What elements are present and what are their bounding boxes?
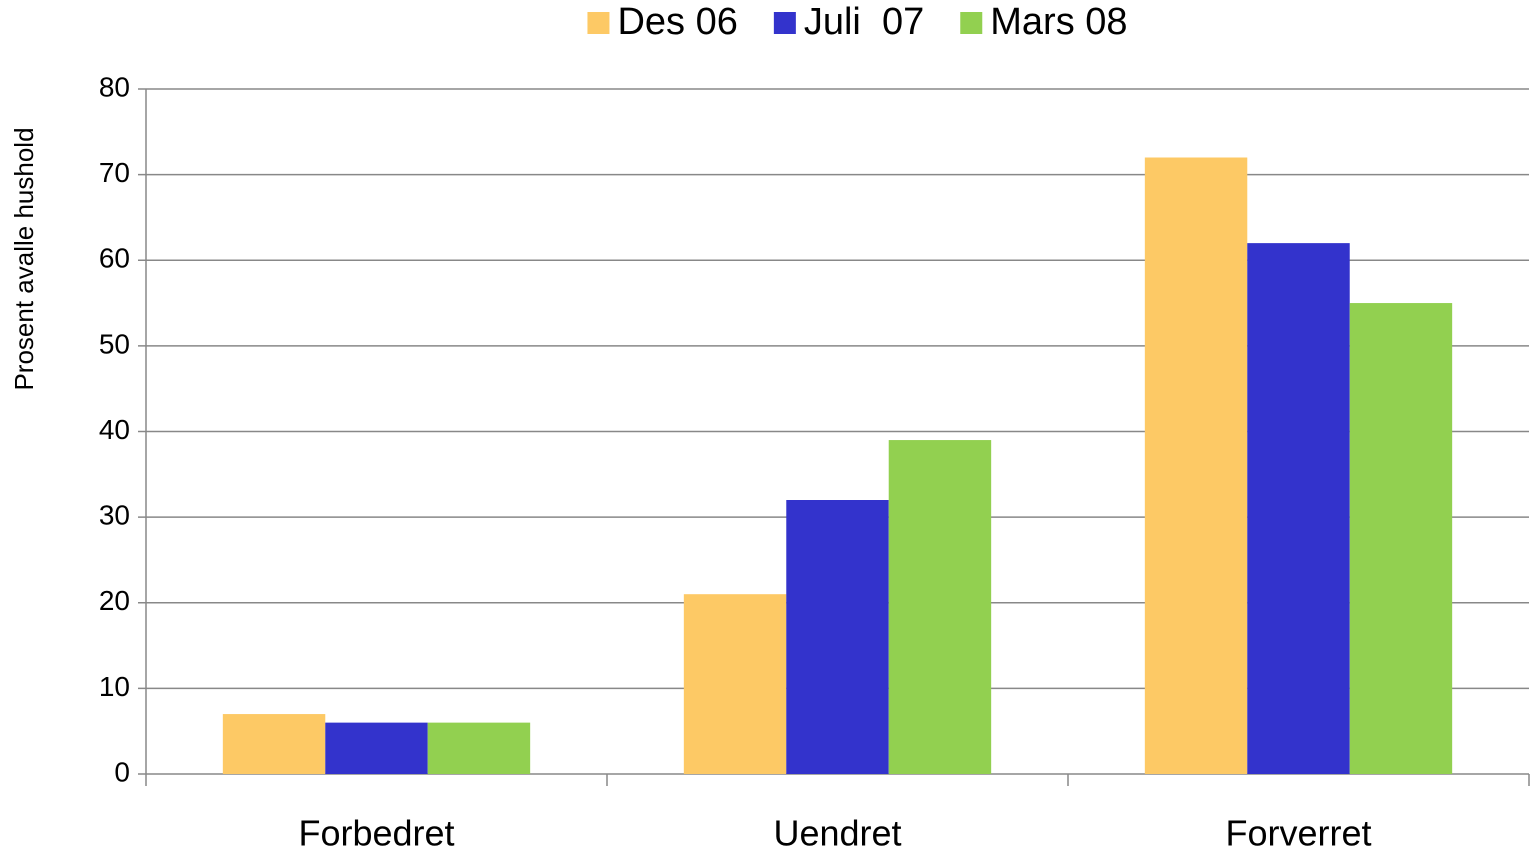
legend-swatch xyxy=(960,12,983,34)
x-tick-label: Forbedret xyxy=(298,813,454,854)
y-axis-label: Prosent avalle hushold xyxy=(9,127,39,390)
y-tick-label: 40 xyxy=(99,414,130,445)
x-tick-label: Forverret xyxy=(1225,813,1371,854)
y-tick-label: 0 xyxy=(114,756,130,787)
legend-label: Mars 08 xyxy=(990,1,1127,43)
legend-swatch xyxy=(587,12,610,34)
y-tick-label: 30 xyxy=(99,500,130,531)
legend-label: Des 06 xyxy=(617,1,737,43)
legend-item: Mars 08 xyxy=(960,1,1128,43)
y-tick-label: 80 xyxy=(99,71,130,102)
y-tick-label: 60 xyxy=(99,243,130,274)
legend-swatch xyxy=(773,12,796,34)
bar xyxy=(1144,157,1248,774)
x-tick-label: Uendret xyxy=(773,813,901,854)
bar xyxy=(427,722,531,774)
legend-item: Juli 07 xyxy=(773,1,924,43)
bar xyxy=(222,714,326,774)
bar xyxy=(683,594,787,774)
legend-item: Des 06 xyxy=(587,1,738,43)
bar xyxy=(786,500,889,774)
bar xyxy=(1349,303,1453,774)
bar xyxy=(325,722,428,774)
y-tick-label: 20 xyxy=(99,585,130,616)
bar xyxy=(1247,243,1350,774)
bar xyxy=(888,440,992,774)
legend-label: Juli 07 xyxy=(804,1,924,43)
y-tick-label: 70 xyxy=(99,157,130,188)
y-tick-label: 50 xyxy=(99,328,130,359)
y-tick-label: 10 xyxy=(99,671,130,702)
